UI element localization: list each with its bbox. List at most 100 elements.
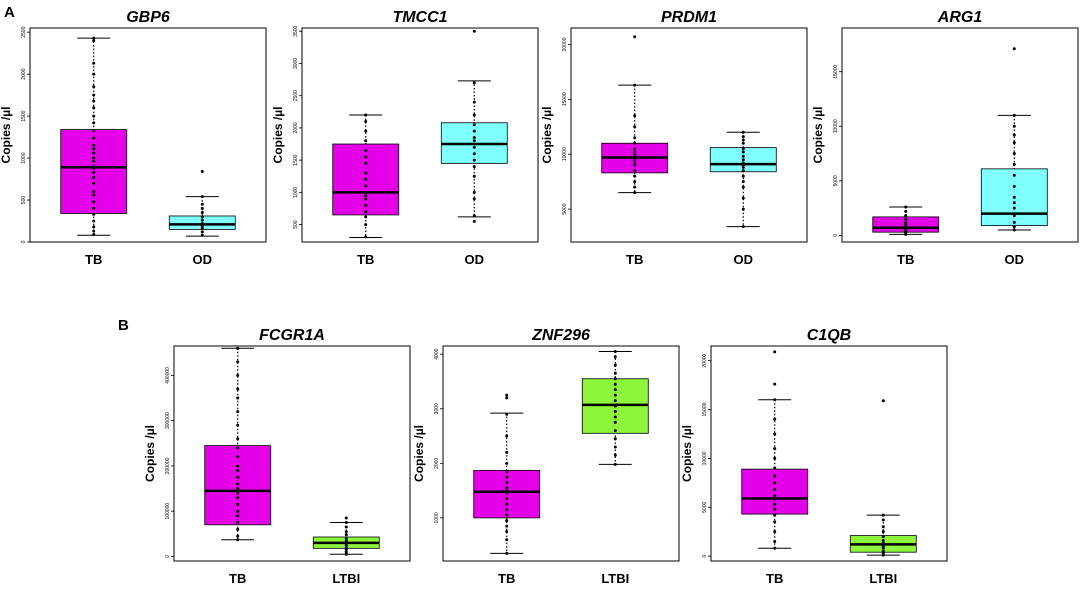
y-tick-label-gbp6-2: 1000 [21, 152, 27, 163]
y-tick-label-tmcc1-2: 1500 [293, 154, 299, 165]
point-gbp6-od-8 [200, 211, 204, 215]
point-znf296-ltbi-7 [613, 409, 617, 413]
box-group-tmcc1-od [440, 29, 508, 223]
point-gbp6-tb-27 [92, 72, 96, 76]
point-fcgr1a-tb-16 [236, 437, 240, 441]
point-fcgr1a-tb-6 [236, 502, 240, 506]
point-znf296-ltbi-2 [613, 445, 617, 449]
point-gbp6-tb-2 [92, 225, 96, 229]
box-group-c1qb-ltbi [849, 399, 917, 557]
point-fcgr1a-tb-8 [236, 491, 240, 495]
point-gbp6-od-11 [200, 195, 204, 199]
y-tick-label-fcgr1a-4: 400000 [165, 367, 171, 384]
plot-frame-gbp6 [29, 27, 267, 243]
y-tick-label-tmcc1-0: 500 [293, 220, 299, 229]
chart-title-tmcc1: TMCC1 [392, 9, 447, 26]
point-znf296-tb-1 [505, 538, 509, 542]
point-fcgr1a-ltbi-3 [344, 545, 348, 549]
point-c1qb-tb-15 [773, 432, 777, 436]
y-tick-label-arg1-1: 5000 [833, 175, 839, 186]
chart-title-prdm1: PRDM1 [661, 9, 717, 26]
point-tmcc1-od-7 [472, 152, 476, 156]
point-arg1-od-4 [1012, 206, 1016, 210]
point-prdm1-od-15 [741, 138, 745, 142]
y-tick-label-arg1-0: 0 [833, 234, 839, 237]
chart-title-arg1: ARG1 [937, 9, 983, 26]
point-prdm1-od-2 [741, 196, 745, 200]
point-c1qb-tb-19 [773, 350, 777, 354]
x-label-gbp6-tb: TB [85, 252, 102, 267]
chart-title-gbp6: GBP6 [126, 9, 170, 26]
point-znf296-tb-5 [505, 513, 509, 517]
point-znf296-ltbi-14 [613, 371, 617, 375]
point-tmcc1-tb-16 [364, 119, 368, 123]
box-group-c1qb-tb [741, 350, 809, 550]
y-tick-label-znf296-3: 4000 [434, 348, 440, 359]
point-znf296-tb-3 [505, 524, 509, 528]
point-c1qb-ltbi-7 [881, 535, 885, 539]
point-fcgr1a-tb-19 [236, 396, 240, 400]
box-group-tmcc1-tb [332, 113, 400, 239]
point-gbp6-od-5 [200, 222, 204, 226]
point-c1qb-tb-13 [773, 456, 777, 460]
point-prdm1-od-11 [741, 154, 745, 158]
point-c1qb-ltbi-4 [881, 544, 885, 548]
point-fcgr1a-tb-23 [236, 346, 240, 350]
point-znf296-tb-11 [505, 486, 509, 490]
y-tick-label-gbp6-0: 0 [21, 240, 27, 243]
point-arg1-od-9 [1012, 162, 1016, 166]
point-fcgr1a-tb-10 [236, 482, 240, 486]
box-group-gbp6-tb [60, 36, 128, 236]
point-prdm1-od-7 [741, 165, 745, 169]
box-group-gbp6-od [168, 170, 236, 237]
point-c1qb-ltbi-10 [881, 518, 885, 522]
point-znf296-tb-0 [505, 551, 509, 555]
point-prdm1-tb-2 [633, 180, 637, 184]
point-tmcc1-tb-8 [364, 184, 368, 188]
point-znf296-tb-19 [505, 396, 509, 400]
y-axis-label-c1qb: Copies /µl [680, 425, 694, 482]
y-tick-label-gbp6-4: 2000 [21, 68, 27, 79]
point-znf296-tb-17 [505, 434, 509, 438]
point-c1qb-tb-6 [773, 502, 777, 506]
point-arg1-od-13 [1012, 124, 1016, 128]
point-fcgr1a-tb-2 [236, 527, 240, 531]
point-fcgr1a-tb-3 [236, 521, 240, 525]
point-gbp6-tb-3 [92, 219, 96, 223]
y-tick-label-znf296-1: 2000 [434, 458, 440, 469]
point-prdm1-od-6 [741, 169, 745, 173]
point-fcgr1a-tb-7 [236, 496, 240, 500]
y-tick-label-fcgr1a-2: 200000 [165, 457, 171, 474]
point-fcgr1a-tb-12 [236, 468, 240, 472]
point-znf296-ltbi-0 [613, 462, 617, 466]
point-gbp6-od-12 [200, 170, 204, 174]
point-tmcc1-od-16 [472, 29, 476, 33]
point-prdm1-tb-4 [633, 169, 637, 173]
point-arg1-tb-9 [904, 220, 908, 224]
point-tmcc1-od-5 [472, 165, 476, 169]
point-fcgr1a-tb-4 [236, 514, 240, 518]
point-tmcc1-tb-15 [364, 129, 368, 133]
point-gbp6-od-9 [200, 206, 204, 210]
point-tmcc1-tb-10 [364, 171, 368, 175]
point-prdm1-tb-7 [633, 158, 637, 162]
point-gbp6-tb-0 [92, 232, 96, 236]
point-arg1-tb-12 [904, 209, 908, 213]
point-znf296-ltbi-1 [613, 453, 617, 457]
point-fcgr1a-tb-21 [236, 373, 240, 377]
point-prdm1-tb-12 [633, 141, 637, 145]
y-axis-label-znf296: Copies /µl [412, 425, 426, 482]
point-arg1-od-2 [1012, 220, 1016, 224]
x-label-arg1-od: OD [1005, 252, 1025, 267]
y-tick-label-znf296-2: 3000 [434, 403, 440, 414]
point-tmcc1-od-1 [472, 214, 476, 218]
point-arg1-od-5 [1012, 201, 1016, 205]
point-fcgr1a-tb-1 [236, 534, 240, 538]
plot-frame-fcgr1a [173, 345, 411, 562]
point-fcgr1a-ltbi-0 [344, 552, 348, 556]
point-gbp6-od-10 [200, 202, 204, 206]
point-prdm1-od-14 [741, 141, 745, 145]
point-gbp6-tb-26 [92, 85, 96, 89]
point-znf296-tb-18 [505, 412, 509, 416]
point-tmcc1-tb-4 [364, 203, 368, 207]
